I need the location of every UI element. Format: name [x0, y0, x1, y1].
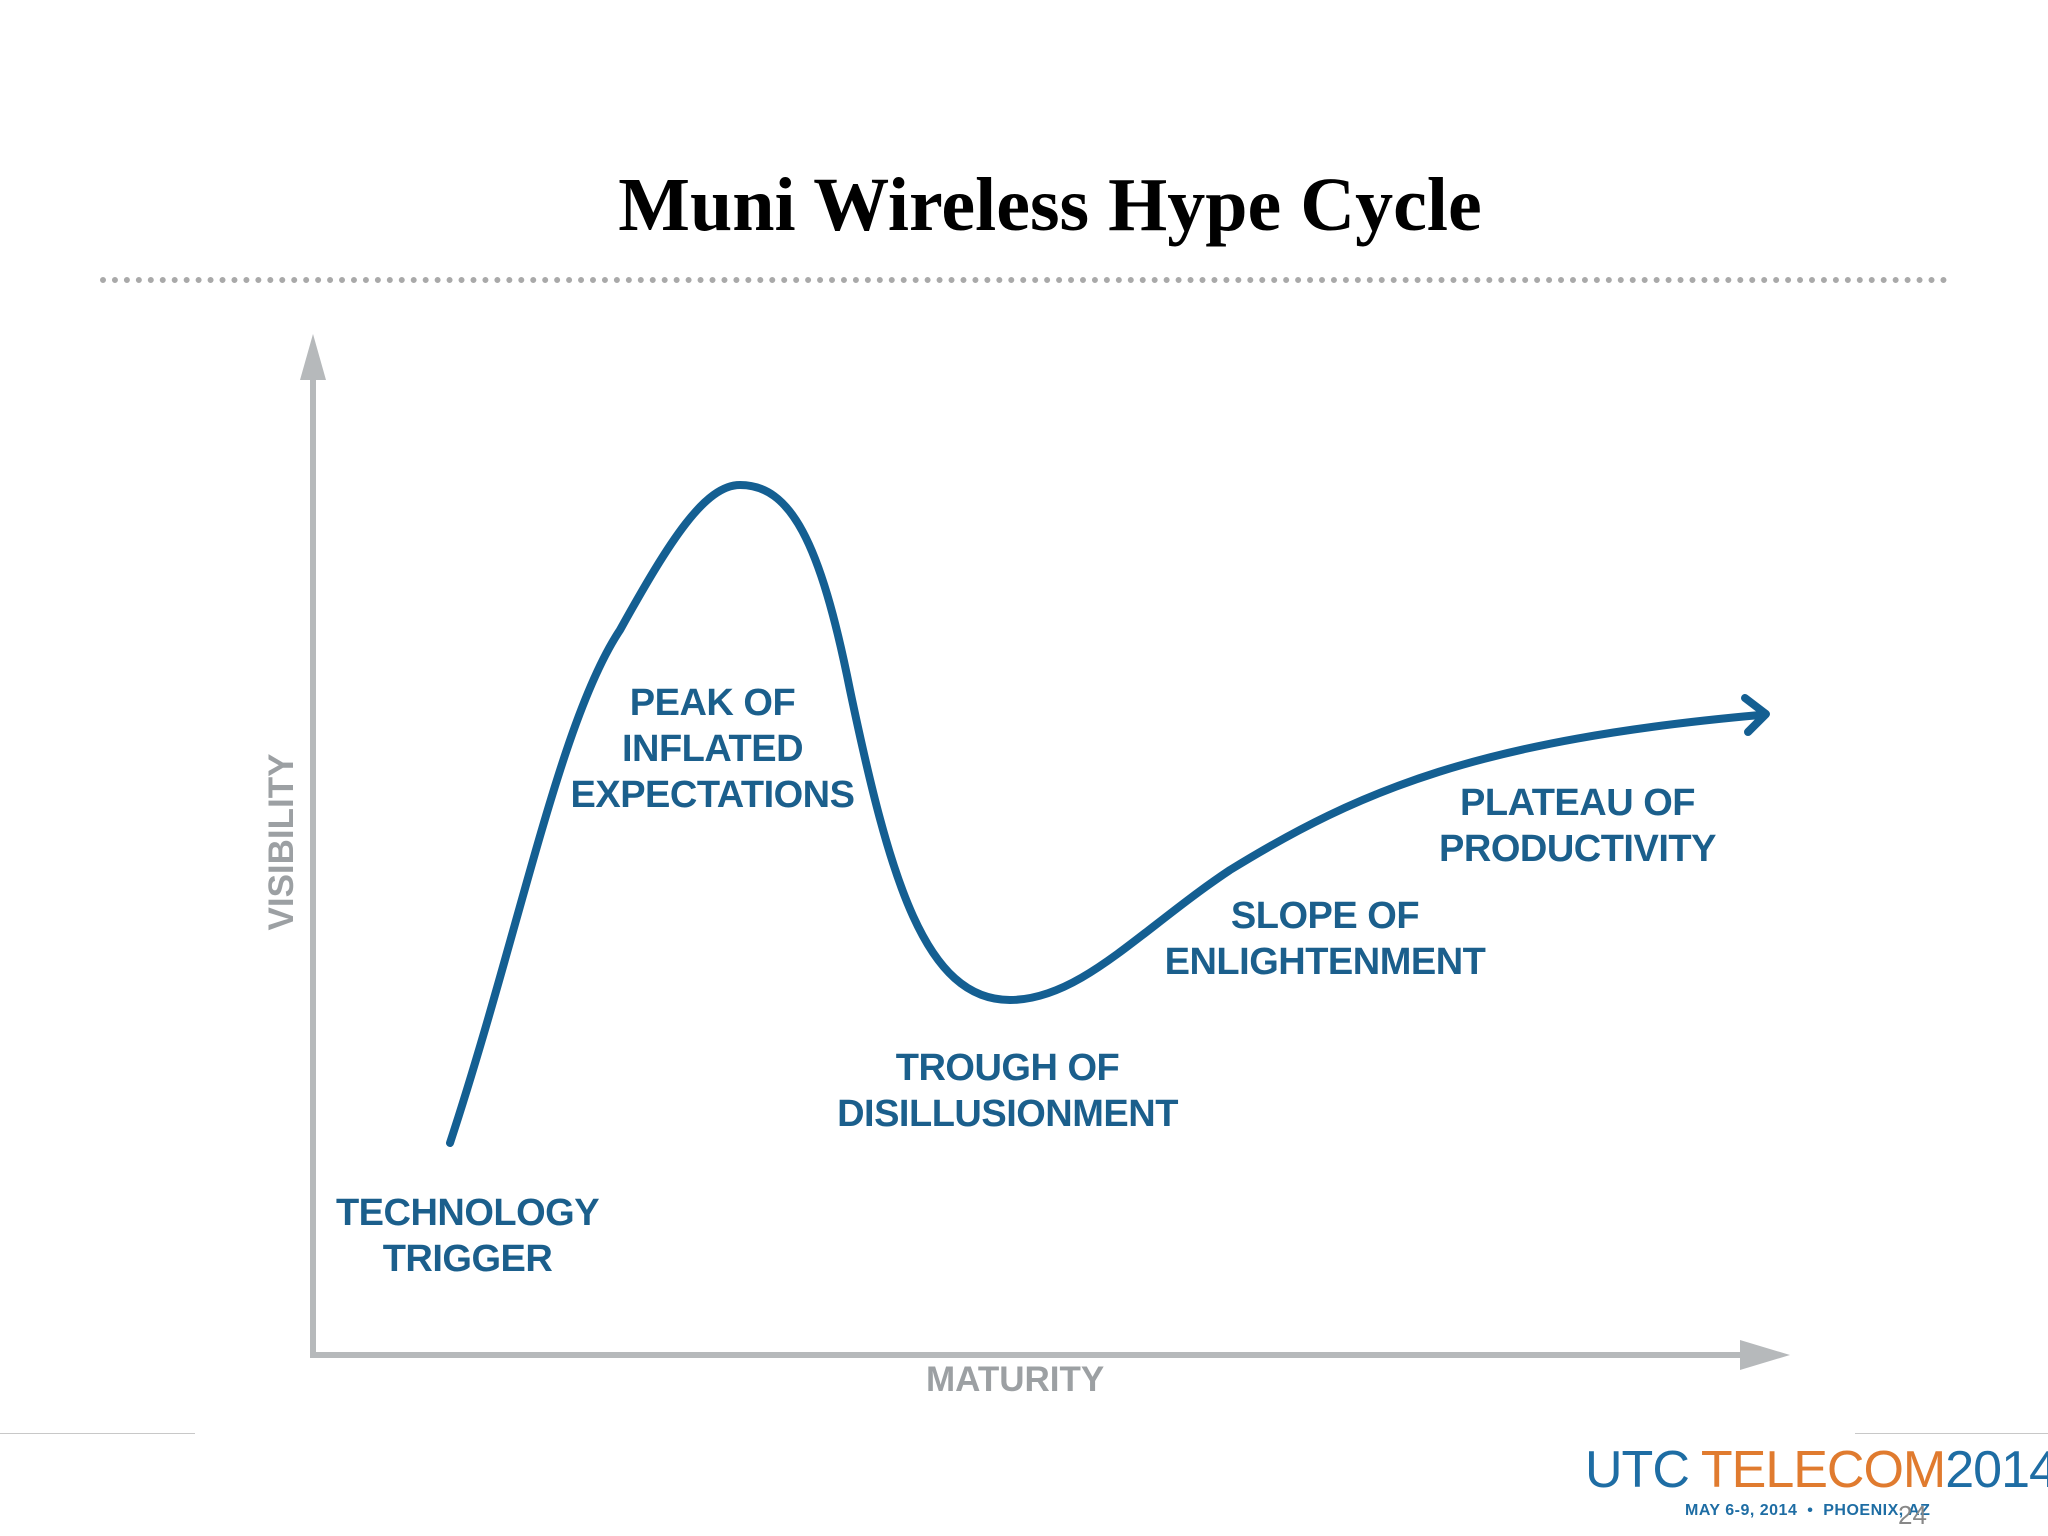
logo-utc-text: UTC	[1585, 1441, 1690, 1499]
y-axis-arrowhead	[300, 334, 326, 380]
utc-telecom-logo: UTC TELECOM2014 MAY 6-9, 2014 • PHOENIX, …	[1585, 1440, 2048, 1530]
hype-curve	[446, 480, 1764, 1147]
slide-page-number: 24	[1898, 1500, 1927, 1530]
y-axis-label: VISIBILITY	[262, 753, 301, 931]
logo-event-dates: MAY 6-9, 2014 • PHOENIX, AZ	[1685, 1502, 1931, 1519]
hype-curve-arrowhead	[1741, 694, 1770, 736]
stage-label-plateau-of-productivity: PLATEAU OF PRODUCTIVITY	[1439, 782, 1716, 870]
logo-telecom-text: TELECOM	[1700, 1441, 1946, 1499]
footer-divider-left	[0, 1433, 195, 1434]
stage-label-peak-of-inflated-expectations: PEAK OF INFLATED EXPECTATIONS	[570, 682, 855, 816]
stage-label-technology-trigger: TECHNOLOGY TRIGGER	[335, 1192, 600, 1280]
title-divider	[100, 277, 1948, 283]
stage-label-trough-of-disillusionment: TROUGH OF DISILLUSIONMENT	[837, 1047, 1178, 1135]
logo-year-text: 2014	[1945, 1441, 2048, 1499]
stage-label-slope-of-enlightenment: SLOPE OF ENLIGHTENMENT	[1164, 895, 1486, 983]
logo-wordmark: UTC TELECOM2014	[1585, 1440, 2048, 1500]
slide-title: Muni Wireless Hype Cycle	[618, 163, 1482, 247]
footer-divider-right	[1855, 1433, 2048, 1434]
x-axis-arrowhead	[1740, 1340, 1790, 1370]
x-axis-label: MATURITY	[926, 1360, 1105, 1399]
